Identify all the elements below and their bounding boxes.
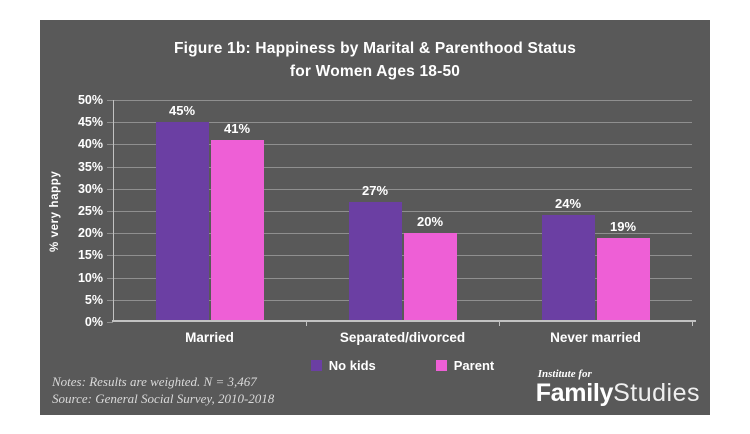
gridline: [113, 100, 692, 101]
y-tick-label: 20%: [77, 226, 103, 240]
bar-value-label: 19%: [609, 218, 637, 234]
bar-pair: 45% 41%: [155, 103, 264, 322]
x-category-label: Never married: [550, 330, 641, 345]
ifs-logo: Institute for FamilyStudies: [536, 368, 700, 406]
bar-group: 24% 19%: [499, 100, 692, 322]
y-axis-tick: [107, 144, 113, 145]
bar: [155, 122, 209, 322]
gridline: [113, 122, 692, 123]
x-category-label: Separated/divorced: [339, 330, 466, 345]
bar: [348, 202, 402, 322]
y-axis-tick: [107, 255, 113, 256]
y-axis-tick: [107, 322, 113, 323]
bar-value-label: 24%: [554, 196, 582, 212]
y-axis-tick-labels: 50% 45% 40% 35% 30% 25% 20% 15% 10% 5% 0%: [40, 93, 103, 329]
y-axis-tick: [107, 100, 113, 101]
bar-value-label: 27%: [361, 183, 389, 199]
bar-cell: 27%: [348, 183, 402, 322]
y-tick-label: 25%: [77, 204, 103, 218]
gridline: [113, 144, 692, 145]
legend-label: No kids: [328, 358, 376, 373]
bar-cell: 41%: [210, 120, 264, 322]
bar-cell: 20%: [403, 214, 457, 322]
bar-groups: 45% 41% 27% 20% 24% 19%: [113, 100, 692, 322]
legend-item: Parent: [435, 358, 495, 373]
bar-group: 27% 20%: [306, 100, 499, 322]
bar-cell: 19%: [596, 218, 650, 322]
bar-pair: 27% 20%: [348, 183, 457, 322]
logo-tagline: Institute for: [537, 368, 592, 380]
y-tick-label: 5%: [84, 293, 103, 307]
x-axis-tick: [692, 322, 693, 326]
y-tick-label: 50%: [77, 93, 103, 107]
y-axis-line: [113, 100, 114, 322]
notes-line: Notes: Results are weighted. N = 3,467: [52, 374, 257, 389]
chart-title: Figure 1b: Happiness by Marital & Parent…: [40, 37, 710, 83]
logo-name: FamilyStudies: [536, 380, 700, 406]
y-tick-label: 10%: [77, 271, 103, 285]
bar: [596, 237, 650, 322]
bar-cell: 45%: [155, 103, 209, 322]
bar-value-label: 45%: [168, 103, 196, 119]
y-tick-label: 15%: [77, 248, 103, 262]
legend-swatch: [310, 360, 322, 371]
y-axis-tick: [107, 300, 113, 301]
y-tick-label: 45%: [77, 115, 103, 129]
bar-value-label: 20%: [416, 214, 444, 230]
y-tick-label: 35%: [77, 160, 103, 174]
logo-name-regular: Studies: [613, 379, 700, 407]
gridline: [113, 278, 692, 279]
legend-item: No kids: [310, 358, 376, 373]
plot-area: 45% 41% 27% 20% 24% 19%: [107, 100, 696, 326]
y-axis-tick: [107, 278, 113, 279]
y-tick-label: 30%: [77, 182, 103, 196]
chart-card: Figure 1b: Happiness by Marital & Parent…: [40, 20, 710, 415]
bar: [541, 215, 595, 322]
bar: [210, 139, 264, 322]
gridline: [113, 300, 692, 301]
bar-group: 45% 41%: [113, 100, 306, 322]
legend-swatch: [435, 360, 447, 371]
source-line: Source: General Social Survey, 2010-2018: [52, 391, 275, 406]
y-axis-tick: [107, 122, 113, 123]
y-tick-label: 0%: [84, 315, 103, 329]
legend-label: Parent: [453, 358, 495, 373]
bar: [403, 233, 457, 322]
chart-title-line2: for Women Ages 18-50: [289, 63, 461, 80]
x-axis-tick: [499, 322, 500, 326]
bar-value-label: 41%: [223, 120, 251, 136]
y-axis-tick: [107, 211, 113, 212]
y-axis-tick: [107, 167, 113, 168]
x-axis-line: [112, 320, 696, 322]
x-category-label: Married: [185, 330, 234, 345]
gridline: [113, 233, 692, 234]
chart-title-line1: Figure 1b: Happiness by Marital & Parent…: [173, 40, 577, 57]
y-axis-tick: [107, 189, 113, 190]
x-axis-category-labels: Married Separated/divorced Never married: [113, 330, 692, 345]
logo-name-bold: Family: [535, 379, 614, 407]
x-axis-tick: [306, 322, 307, 326]
legend: No kids Parent: [113, 358, 692, 373]
y-tick-label: 40%: [77, 137, 103, 151]
gridline: [113, 189, 692, 190]
gridline: [113, 167, 692, 168]
gridline: [113, 255, 692, 256]
bar-pair: 24% 19%: [541, 196, 650, 322]
bar-cell: 24%: [541, 196, 595, 322]
gridline: [113, 211, 692, 212]
chart-notes: Notes: Results are weighted. N = 3,467 S…: [52, 373, 274, 407]
y-axis-tick: [107, 233, 113, 234]
